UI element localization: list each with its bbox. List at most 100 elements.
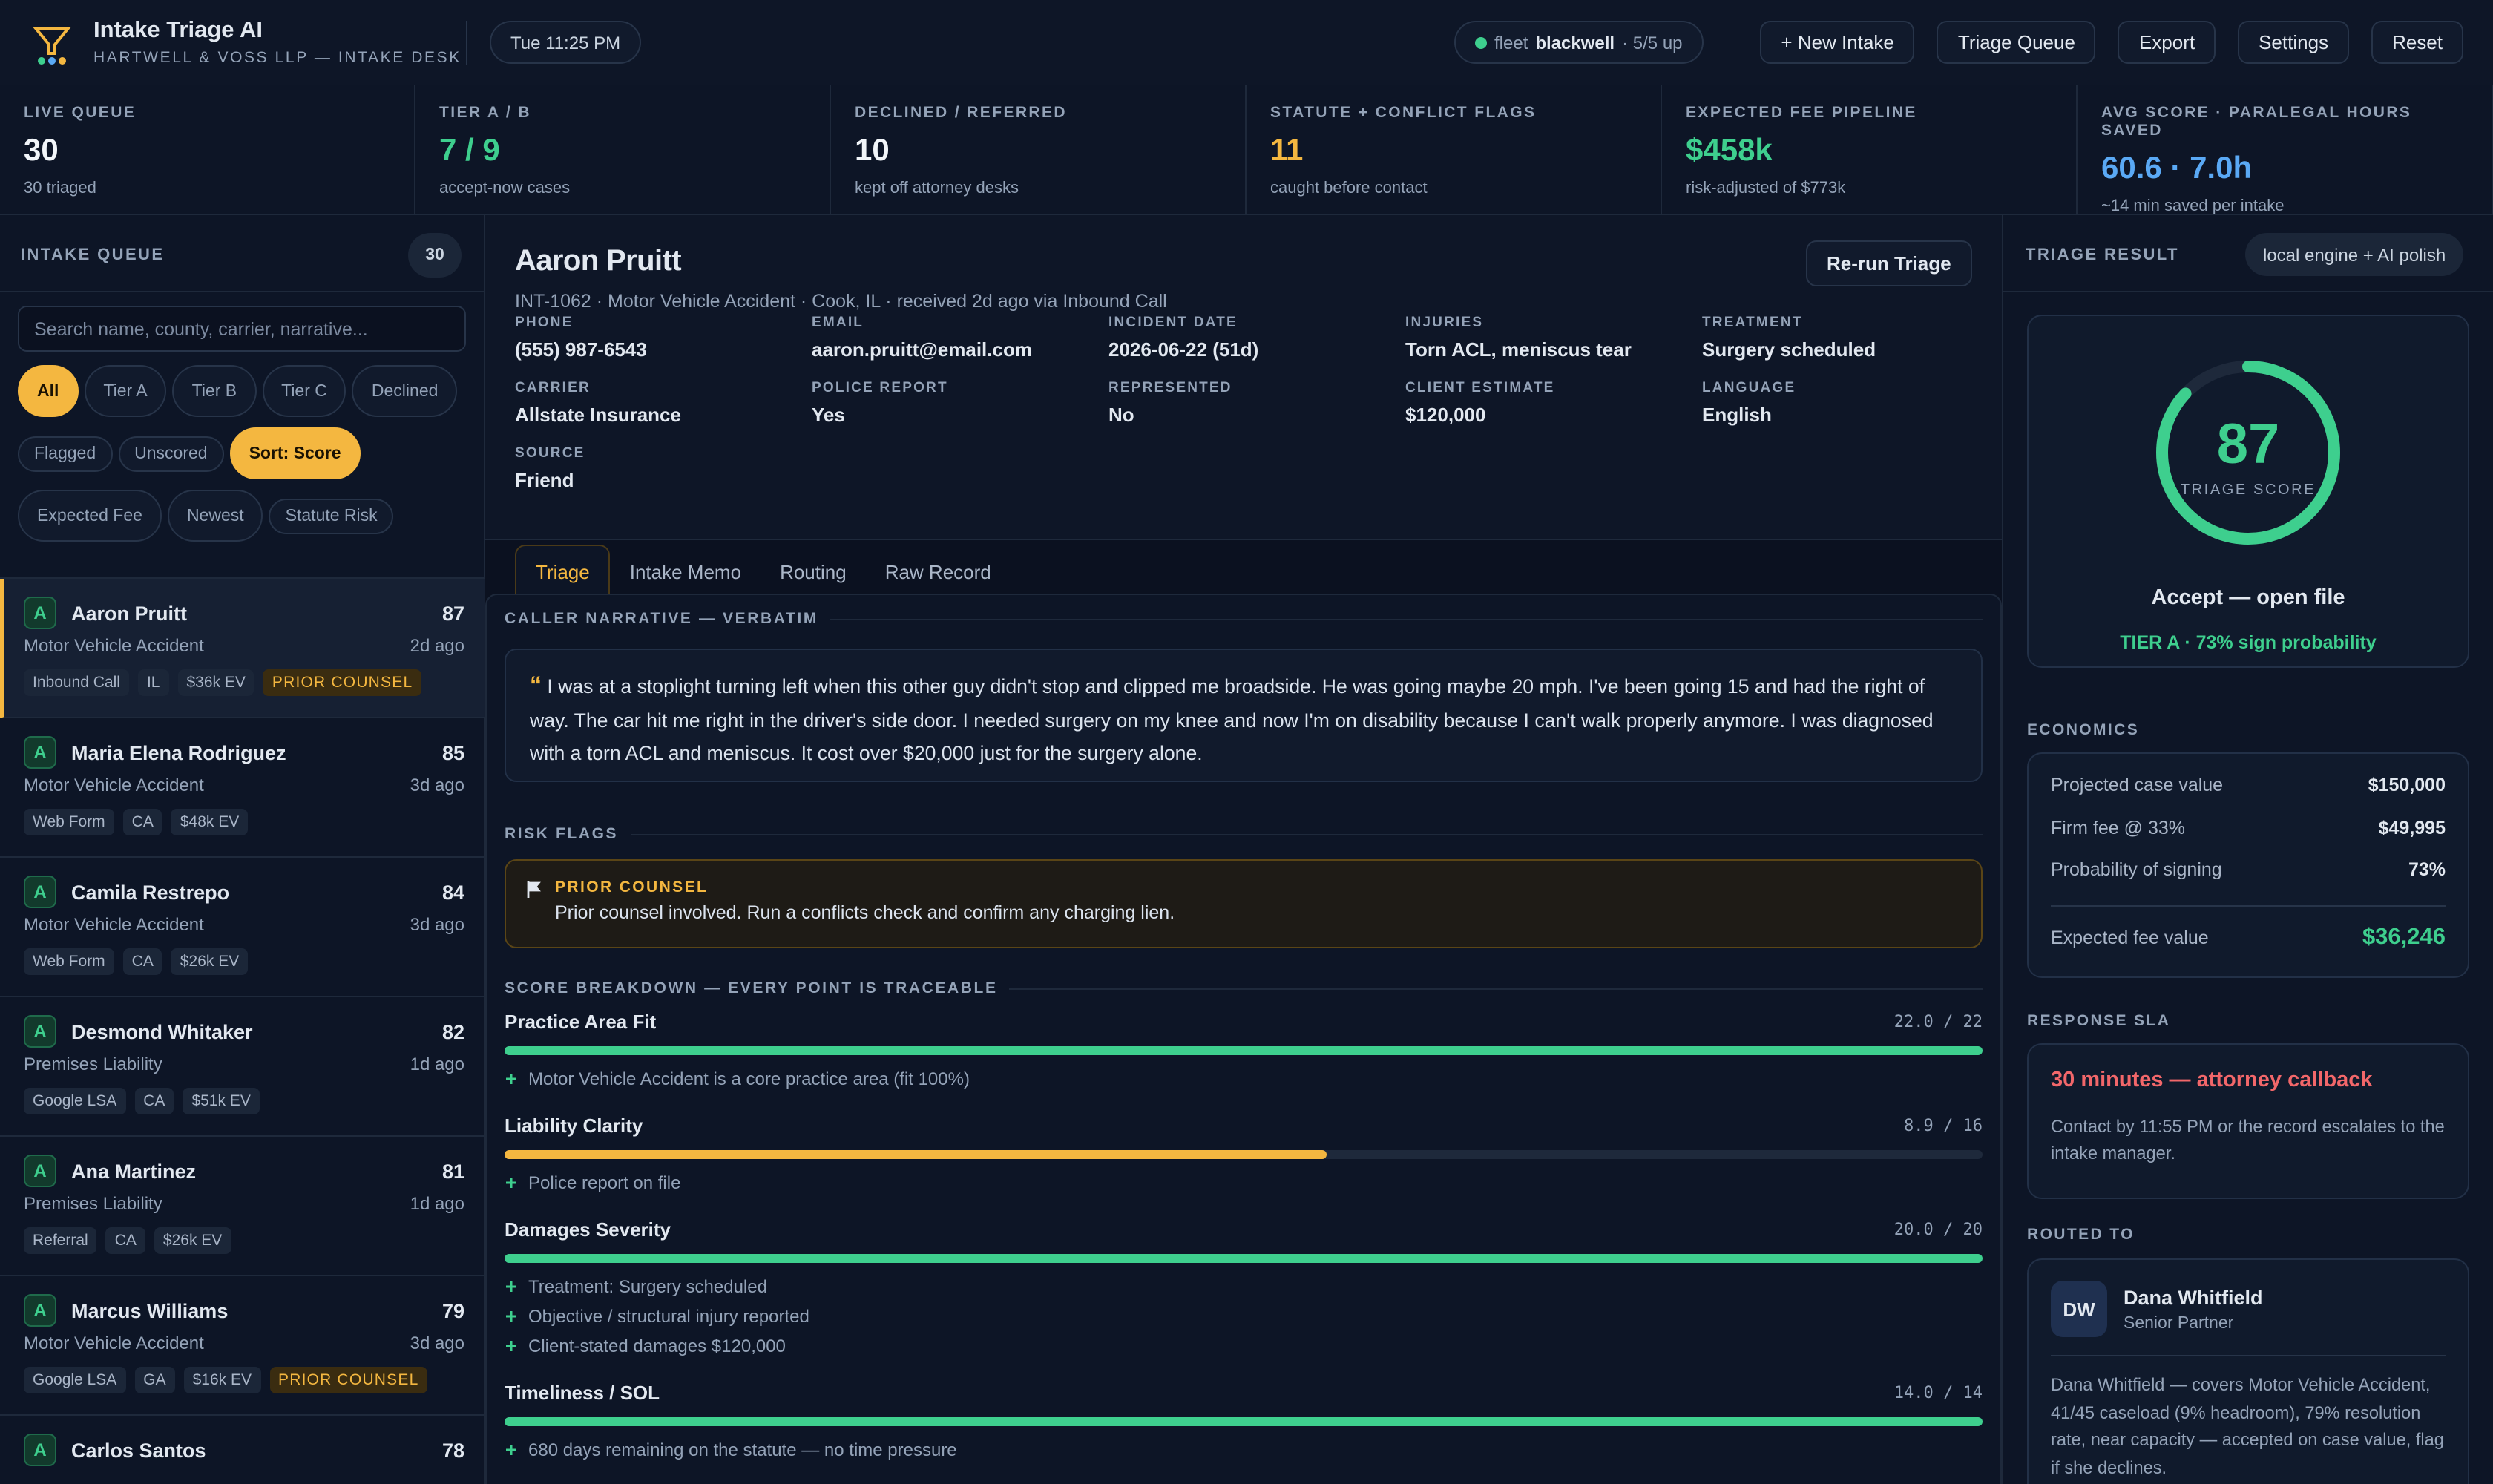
tag: CA	[122, 809, 162, 835]
header-button[interactable]: Settings	[2238, 21, 2350, 64]
plus-icon	[506, 1445, 516, 1455]
rerun-button[interactable]: Re-run Triage	[1806, 240, 1972, 286]
breakdown-head: Timeliness / SOL 14.0 / 14	[505, 1379, 1983, 1405]
queue-item[interactable]: A Camila Restrepo 84 Motor Vehicle Accident…	[0, 858, 485, 997]
field: INJURIES Torn ACL, meniscus tear	[1405, 315, 1632, 361]
note-text: Motor Vehicle Accident is a core practic…	[528, 1068, 970, 1089]
queue-item[interactable]: A Carlos Santos 78	[0, 1416, 485, 1484]
note: Police report on file	[505, 1168, 1983, 1198]
tab[interactable]: Routing	[780, 561, 847, 583]
bar-track	[505, 1417, 1983, 1426]
item-head: A Camila Restrepo 84	[24, 876, 464, 908]
field: SOURCE Friend	[515, 445, 585, 491]
result-panel: TRIAGE RESULT local engine + AI polish 8…	[2002, 215, 2493, 1484]
breakdown-head: Damages Severity 20.0 / 20	[505, 1215, 1983, 1242]
note: Treatment: Surgery scheduled	[505, 1272, 1983, 1301]
tier-badge: A	[24, 1294, 56, 1327]
sort-chip[interactable]: Statute Risk	[269, 498, 394, 533]
item-tags: Web Form CA $26k EV	[24, 947, 464, 975]
bar	[505, 1150, 1327, 1159]
filter-chip[interactable]: Declined	[352, 365, 458, 417]
field-value: Allstate Insurance	[515, 404, 681, 426]
breakdown-row: Practice Area Fit 22.0 / 22 Motor Vehicle …	[505, 1008, 1983, 1094]
sort-chip[interactable]: Expected Fee	[18, 490, 162, 542]
filter-chip[interactable]: Unscored	[118, 436, 224, 471]
tab[interactable]: Triage	[515, 545, 611, 600]
section-label: ROUTED TO	[2027, 1226, 2135, 1244]
tag: $26k EV	[171, 948, 249, 975]
item-meta: Premises Liability 1d ago	[24, 1193, 464, 1214]
kpi-sub: risk-adjusted of $773k	[1686, 180, 1846, 197]
field: CLIENT ESTIMATE $120,000	[1405, 380, 1555, 426]
field-value: Torn ACL, meniscus tear	[1405, 338, 1632, 361]
tier-badge: A	[24, 1434, 56, 1466]
kpi-sub: accept-now cases	[439, 180, 571, 197]
field-value: (555) 987-6543	[515, 338, 647, 361]
routed-card: DW Dana Whitfield Senior Partner Dana Whitf…	[2027, 1258, 2469, 1484]
fleet-status: fleet blackwell · 5/5 up	[1454, 21, 1704, 64]
tag: Web Form	[24, 809, 114, 835]
queue-item[interactable]: A Maria Elena Rodriguez 85 Motor Vehicle Ac…	[0, 718, 485, 858]
filter-chip[interactable]: Tier B	[172, 365, 257, 417]
tag: $26k EV	[154, 1227, 231, 1254]
sla-card: 30 minutes — attorney callback Contact by…	[2027, 1043, 2469, 1199]
sort-chip[interactable]: Sort: Score	[229, 427, 361, 479]
filter-chip[interactable]: Flagged	[18, 436, 113, 471]
filter-chip[interactable]: Tier C	[262, 365, 346, 417]
score: 87	[441, 602, 464, 624]
case-type: Premises Liability	[24, 1054, 162, 1074]
tag: CA	[134, 1088, 174, 1114]
kpi-value: 7 / 9	[439, 134, 500, 168]
score: 81	[441, 1160, 464, 1182]
client-name: Camila Restrepo	[71, 881, 230, 903]
header-button[interactable]: Export	[2118, 21, 2216, 64]
econ-label: Projected case value	[2051, 775, 2224, 795]
section-title: CALLER NARRATIVE — VERBATIM	[505, 610, 1983, 628]
sla-headline: 30 minutes — attorney callback	[2051, 1068, 2373, 1092]
narrative-text: I was at a stoplight turning left when t…	[530, 675, 1934, 764]
bar	[505, 1254, 1983, 1263]
tier-badge: A	[24, 1015, 56, 1048]
case-type: Motor Vehicle Accident	[24, 775, 204, 795]
queue-item[interactable]: A Marcus Williams 79 Motor Vehicle Accident…	[0, 1276, 485, 1416]
tag: IL	[137, 669, 169, 696]
econ-total: Expected fee value $36,246	[2051, 924, 2446, 951]
risk-title: PRIOR COUNSEL	[555, 879, 709, 896]
queue-item[interactable]: A Desmond Whitaker 82 Premises Liability 1d …	[0, 997, 485, 1137]
header-button[interactable]: Triage Queue	[1937, 21, 2096, 64]
field: PHONE (555) 987-6543	[515, 315, 647, 361]
note-text: 680 days remaining on the statute — no t…	[528, 1439, 957, 1460]
sort-chip[interactable]: Newest	[167, 490, 263, 542]
section-title: RISK FLAGS	[505, 825, 1983, 843]
queue-item[interactable]: A Ana Martinez 81 Premises Liability 1d ago R…	[0, 1137, 485, 1276]
section-title: SCORE BREAKDOWN — EVERY POINT IS TRACEAB…	[505, 979, 1983, 997]
breakdown-score: 8.9 / 16	[1904, 1115, 1983, 1135]
econ-row: Probability of signing 73%	[2051, 859, 2446, 902]
tier-badge: A	[24, 736, 56, 769]
field-label: TREATMENT	[1702, 315, 1803, 331]
filter-chip[interactable]: All	[18, 365, 79, 417]
field-value: $120,000	[1405, 404, 1486, 426]
tab[interactable]: Raw Record	[884, 561, 991, 583]
queue-item[interactable]: A Aaron Pruitt 87 Motor Vehicle Accident 2d …	[0, 579, 485, 718]
tab[interactable]: Intake Memo	[629, 561, 742, 583]
field: REPRESENTED No	[1108, 380, 1232, 426]
search-input[interactable]: Search name, county, carrier, narrative.…	[18, 306, 466, 352]
attorney: DW Dana Whitfield Senior Partner	[2051, 1281, 2446, 1337]
kpi-value: 60.6 · 7.0h	[2101, 151, 2253, 186]
tag: Google LSA	[24, 1088, 126, 1114]
filter-chip[interactable]: Tier A	[84, 365, 167, 417]
score-value: 87	[2216, 414, 2280, 476]
case-type: Motor Vehicle Accident	[24, 1333, 204, 1353]
quote-mark: “	[530, 674, 542, 699]
score-caption: TRIAGE SCORE	[2180, 482, 2316, 499]
breakdown-name: Practice Area Fit	[505, 1010, 657, 1032]
header-button[interactable]: + New Intake	[1760, 21, 1915, 64]
plus-icon	[506, 1341, 516, 1351]
tag: $36k EV	[177, 669, 254, 696]
note: 680 days remaining on the statute — no t…	[505, 1435, 1983, 1465]
header-button[interactable]: Reset	[2371, 21, 2463, 64]
client-name: Ana Martinez	[71, 1160, 197, 1182]
app-subtitle: HARTWELL & VOSS LLP — INTAKE DESK	[93, 49, 462, 67]
